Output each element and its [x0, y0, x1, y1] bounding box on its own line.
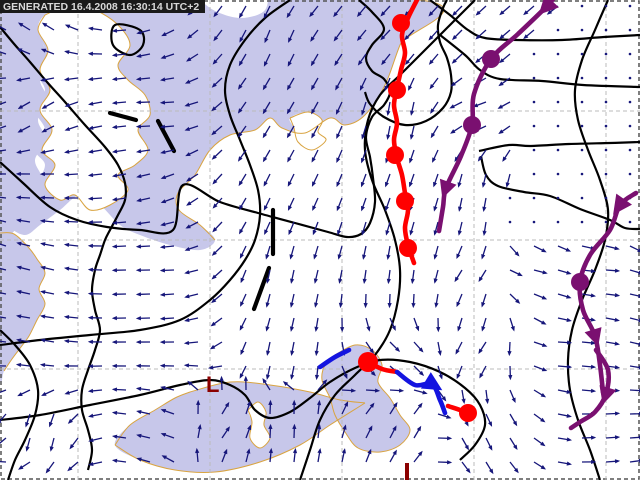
svg-text:GENERATED 16.4.2008 16:30:14 U: GENERATED 16.4.2008 16:30:14 UTC+2: [3, 1, 199, 13]
svg-text:L: L: [206, 372, 219, 397]
